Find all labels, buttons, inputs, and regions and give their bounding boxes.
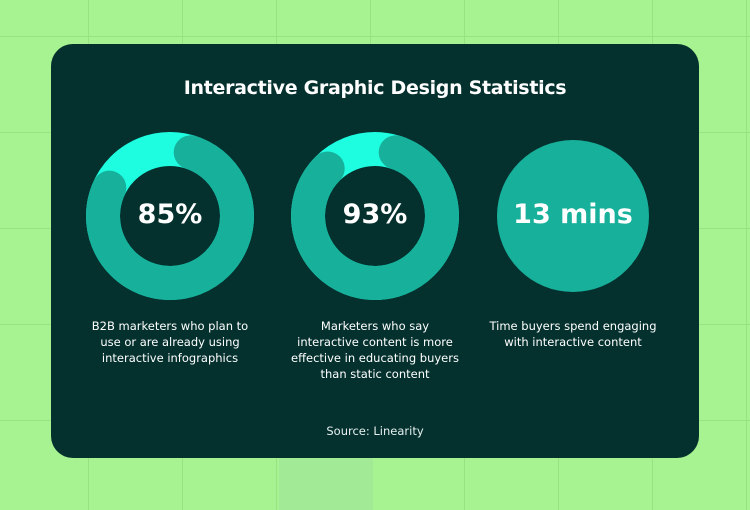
stat-charts bbox=[86, 132, 649, 300]
stat-value-1: 85% bbox=[137, 199, 203, 230]
stat-description-2: Marketers who say interactive content is… bbox=[291, 319, 459, 381]
donut-value-arc-2 bbox=[291, 132, 459, 300]
stat-description-3: Time buyers spend engaging with interact… bbox=[489, 319, 657, 349]
donut-value-arc-1 bbox=[86, 132, 254, 300]
card-title: Interactive Graphic Design Statistics bbox=[183, 77, 567, 99]
stat-description-1: B2B marketers who plan to use or are alr… bbox=[91, 319, 249, 365]
stats-card: Interactive Graphic Design Statistics 85… bbox=[51, 44, 699, 458]
source-note: Source: Linearity bbox=[326, 424, 424, 438]
stat-value-3: 13 mins bbox=[513, 199, 633, 230]
stat-value-2: 93% bbox=[342, 199, 408, 230]
stat-circle-3 bbox=[497, 140, 649, 292]
